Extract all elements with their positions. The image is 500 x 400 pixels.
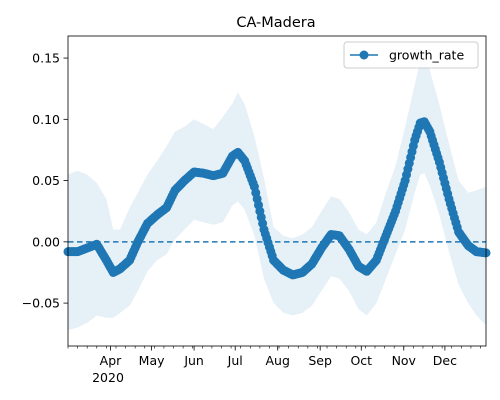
confidence-band [68,55,486,331]
plot-area [63,55,491,331]
x-axis-year-label: 2020 [92,370,124,385]
x-tick-label: May [139,353,165,368]
axes-frame [67,35,487,347]
series-layer [63,117,491,280]
x-tick-label: Sep [308,353,332,368]
series-markers-growth-rate [63,117,491,280]
confidence-band-layer [68,55,486,331]
legend-label-growth-rate: growth_rate [389,48,464,63]
x-tick-label: Jun [183,353,204,368]
chart-title: CA-Madera [236,15,315,31]
legend-marker [359,50,369,60]
x-tick-label: Oct [350,353,372,368]
y-tick-label: 0.05 [32,173,60,188]
x-tick-label: Dec [433,353,457,368]
x-axis: Apr May Jun Jul Aug Sep Oct Nov Dec [67,346,481,368]
x-tick-label: Aug [265,353,289,368]
y-tick-label: −0.05 [22,296,60,311]
legend: growth_rate [343,41,479,69]
x-tick-label: Apr [100,353,122,368]
y-tick-label: 0.10 [32,112,60,127]
y-tick-label: 0.00 [32,234,60,249]
x-tick-label: Jul [227,353,243,368]
y-tick-label: 0.15 [32,51,60,66]
x-tick-label: Nov [392,353,417,368]
y-axis: 0.15 0.10 0.05 0.00 −0.05 [22,51,68,311]
legend-box [343,41,479,69]
